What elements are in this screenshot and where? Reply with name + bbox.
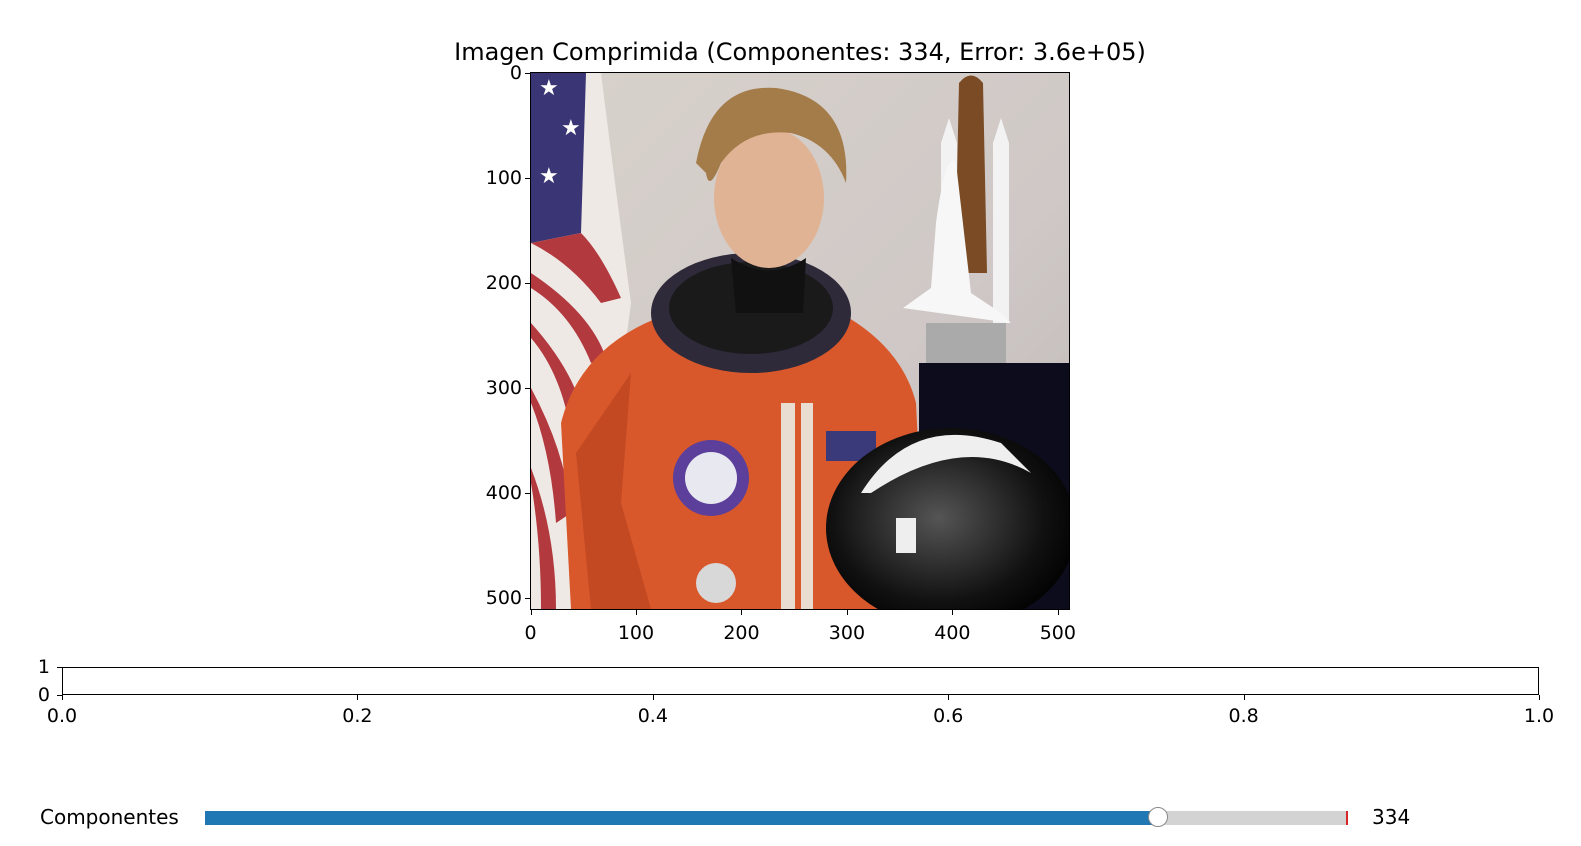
empty-axis-x-tick-mark [1243,695,1245,700]
y-tick-mark [525,597,530,599]
figure-title: Imagen Comprimida (Componentes: 334, Err… [454,38,1146,66]
y-tick-label: 100 [485,166,522,189]
empty-axis-x-tick-mark [357,695,359,700]
y-tick-label: 400 [485,481,522,504]
x-tick-mark [741,610,743,615]
y-tick-label: 0 [509,61,522,84]
x-tick-mark [846,610,848,615]
y-tick-label: 300 [485,376,522,399]
x-tick-mark [635,610,637,615]
y-tick-label: 200 [485,271,522,294]
empty-axis-x-tick-mark [948,695,950,700]
components-slider[interactable] [205,807,1348,827]
empty-axis-x-tick-mark [62,695,63,700]
empty-axis-y-tick-mark [57,695,62,696]
y-tick-mark [525,72,530,74]
slider-initial-marker [1345,811,1348,825]
empty-axis-x-tick-label: 1.0 [1523,705,1555,727]
x-tick-label: 200 [723,622,760,644]
empty-axis-x-tick-label: 0.0 [46,705,78,727]
slider-handle[interactable] [1148,807,1169,827]
empty-axis-y-tick-label: 1 [37,656,50,678]
empty-axes [62,667,1539,695]
svg-text:★: ★ [561,116,581,141]
x-tick-label: 400 [934,622,971,644]
x-tick-mark [530,610,532,615]
x-tick-label: 300 [828,622,866,644]
y-tick-mark [525,387,530,389]
x-tick-mark [952,610,954,615]
empty-axis-x-tick-label: 0.2 [342,705,373,727]
x-tick-label: 500 [1039,622,1076,644]
svg-text:★: ★ [539,164,559,189]
y-tick-mark [525,177,530,179]
empty-axis-y-tick-mark [57,667,62,668]
svg-text:★: ★ [539,76,559,101]
x-tick-label: 100 [617,622,655,644]
x-tick-mark [1057,610,1059,615]
slider-value: 334 [1372,805,1411,829]
empty-axis-y-tick-label: 0 [37,684,50,706]
y-tick-mark [525,492,530,494]
empty-axis-x-tick-label: 0.6 [933,705,964,727]
empty-axis-x-tick-mark [1539,695,1540,700]
y-tick-label: 500 [485,586,522,609]
x-tick-label: 0 [524,622,537,644]
slider-label: Componentes [40,805,179,829]
slider-fill [205,811,1159,825]
compressed-image: ★ ★ ★ [530,72,1070,610]
empty-axis-x-tick-label: 0.4 [637,705,668,727]
y-tick-mark [525,282,530,284]
empty-axis-x-tick-mark [652,695,654,700]
empty-axis-x-tick-label: 0.8 [1228,705,1259,727]
